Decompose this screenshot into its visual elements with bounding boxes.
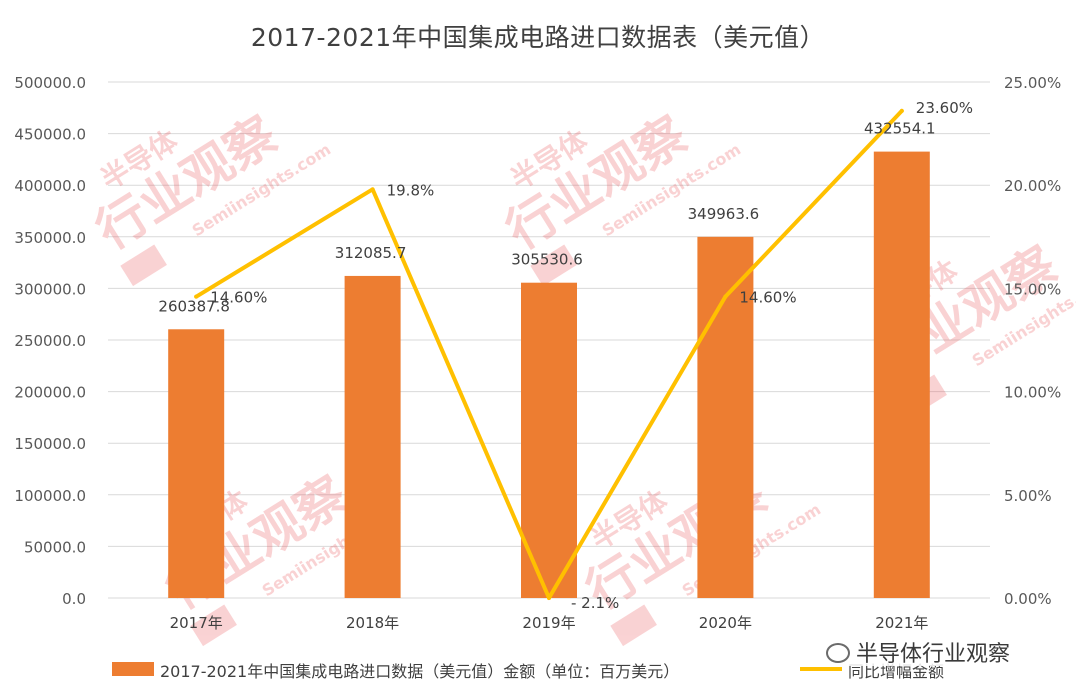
- bar-data-label: 312085.7: [335, 244, 407, 262]
- right-axis-ticks: 0.00% 5.00% 10.00% 15.00% 20.00% 25.00%: [1004, 74, 1061, 608]
- line-data-label: 14.60%: [210, 289, 267, 307]
- bar-data-label: 432554.1: [864, 120, 936, 138]
- right-tick-label: 15.00%: [1004, 280, 1061, 298]
- right-tick-label: 25.00%: [1004, 74, 1061, 92]
- bar: [168, 329, 225, 598]
- line-point: [194, 294, 199, 299]
- bar: [521, 282, 577, 598]
- line-point: [723, 294, 728, 299]
- wechat-badge: 半导体行业观察: [820, 636, 1017, 667]
- bar-data-label: 349963.6: [688, 205, 760, 223]
- right-tick-label: 0.00%: [1004, 590, 1052, 608]
- right-tick-label: 5.00%: [1004, 487, 1052, 505]
- line-data-label: 19.8%: [387, 181, 435, 199]
- legend-line-label: 同比增幅金额: [848, 662, 945, 681]
- bar: [344, 275, 401, 598]
- right-tick-label: 10.00%: [1004, 384, 1061, 402]
- wechat-icon: [826, 643, 850, 663]
- watermark-block: [120, 244, 167, 287]
- left-tick-label: 100000.0: [14, 487, 86, 505]
- x-tick-label: 2017年: [170, 614, 223, 632]
- bar-data-labels: 260387.8 312085.7 305530.6 349963.6 432554.1: [158, 120, 935, 316]
- legend-bar-label: 2017-2021年中国集成电路进口数据（美元值）金额（单位：百万美元）: [160, 662, 680, 681]
- line-point: [899, 108, 904, 113]
- watermark-block: [530, 244, 577, 287]
- line-data-labels: 14.60% 19.8% - 2.1% 14.60% 23.60%: [210, 99, 973, 612]
- legend-line-swatch: [800, 667, 842, 671]
- watermark-block: [610, 604, 657, 647]
- left-tick-label: 200000.0: [14, 384, 86, 402]
- chart-title: 2017-2021年中国集成电路进口数据表（美元值）: [250, 23, 826, 52]
- line-data-label: 14.60%: [739, 289, 796, 307]
- left-tick-label: 150000.0: [14, 435, 86, 453]
- left-tick-label: 300000.0: [14, 280, 86, 298]
- line-data-label: 23.60%: [916, 99, 973, 117]
- bar-data-label: 260387.8: [158, 297, 230, 315]
- left-tick-label: 0.0: [62, 590, 86, 608]
- left-tick-label: 400000.0: [14, 177, 86, 195]
- x-tick-label: 2021年: [875, 614, 928, 632]
- left-tick-label: 450000.0: [14, 126, 86, 144]
- wechat-badge-label: 半导体行业观察: [856, 642, 1011, 667]
- left-tick-label: 50000.0: [24, 538, 86, 556]
- left-axis-ticks: 0.0 50000.0 100000.0 150000.0 200000.0 250000…: [14, 74, 86, 608]
- bar-data-label: 305530.6: [511, 251, 583, 269]
- legend-bar-swatch: [112, 662, 154, 676]
- line-point: [547, 596, 551, 600]
- watermark-block: [190, 604, 237, 647]
- line-point: [370, 187, 375, 192]
- left-tick-label: 500000.0: [14, 74, 86, 92]
- legend: 2017-2021年中国集成电路进口数据（美元值）金额（单位：百万美元） 同比增…: [0, 654, 1076, 684]
- x-tick-label: 2020年: [699, 614, 752, 632]
- x-axis-labels: 2017年 2018年 2019年 2020年 2021年: [170, 614, 929, 632]
- x-tick-label: 2019年: [522, 614, 575, 632]
- line-data-label: - 2.1%: [571, 594, 619, 612]
- x-tick-label: 2018年: [346, 614, 399, 632]
- right-tick-label: 20.00%: [1004, 177, 1061, 195]
- left-tick-label: 350000.0: [14, 229, 86, 247]
- line-series: [194, 108, 904, 600]
- bar: [873, 151, 930, 598]
- left-tick-label: 250000.0: [14, 332, 86, 350]
